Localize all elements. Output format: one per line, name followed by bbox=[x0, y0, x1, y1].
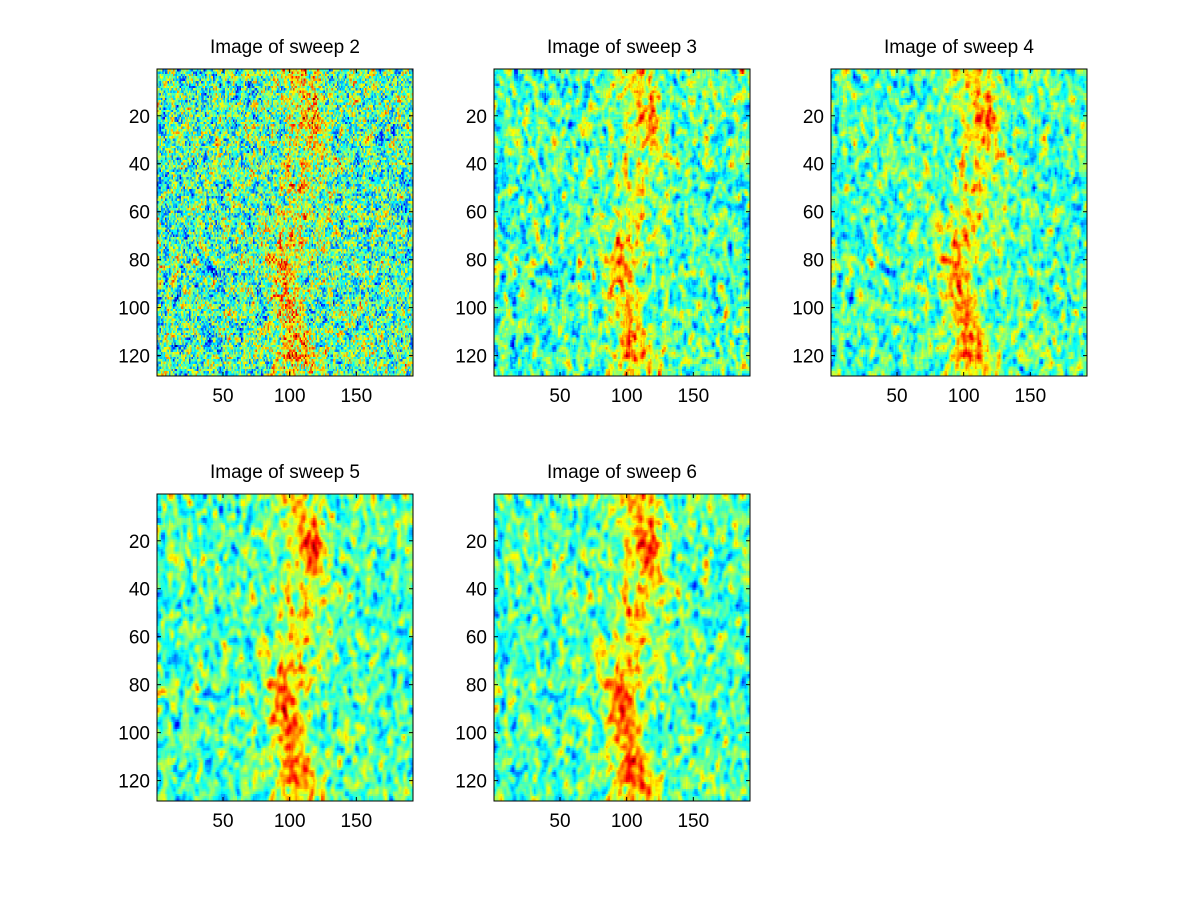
y-tick-label: 40 bbox=[466, 155, 487, 176]
y-tick-label: 60 bbox=[466, 628, 487, 649]
axes-frame bbox=[156, 68, 414, 377]
subplot-5: 50 100 150 20 40 60 80 100 120 Image of sweep 6 bbox=[455, 462, 751, 832]
x-tick-label: 150 bbox=[677, 386, 709, 407]
heatmap-image bbox=[831, 69, 1087, 376]
y-tick-label: 40 bbox=[466, 580, 487, 601]
x-tick-label: 50 bbox=[549, 386, 570, 407]
heatmap-image bbox=[494, 69, 750, 376]
y-tick-label: 60 bbox=[466, 203, 487, 224]
y-tick-label: 80 bbox=[466, 251, 487, 272]
heatmap-image bbox=[157, 494, 413, 801]
subplot-title: Image of sweep 4 bbox=[884, 37, 1034, 58]
subplot-3: 50 100 150 20 40 60 80 100 120 Image of sweep 4 bbox=[792, 37, 1088, 407]
x-tick-label: 150 bbox=[340, 386, 372, 407]
y-tick-label: 120 bbox=[455, 347, 487, 368]
y-tick-label: 100 bbox=[455, 299, 487, 320]
x-tick-label: 150 bbox=[340, 811, 372, 832]
heatmap-image bbox=[494, 494, 750, 801]
subplot-2: 50 100 150 20 40 60 80 100 120 Image of sweep 3 bbox=[455, 37, 751, 407]
y-tick-label: 80 bbox=[129, 251, 150, 272]
y-tick-label: 60 bbox=[803, 203, 824, 224]
y-tick-label: 60 bbox=[129, 628, 150, 649]
y-tick-label: 120 bbox=[792, 347, 824, 368]
y-tick-label: 80 bbox=[803, 251, 824, 272]
y-tick-label: 40 bbox=[803, 155, 824, 176]
x-tick-label: 100 bbox=[948, 386, 980, 407]
x-tick-label: 50 bbox=[886, 386, 907, 407]
subplot-4: 50 100 150 20 40 60 80 100 120 Image of sweep 5 bbox=[118, 462, 414, 832]
subplot-1: 50 100 150 20 40 60 80 100 120 Image of sweep 2 bbox=[118, 37, 414, 407]
x-tick-label: 50 bbox=[212, 386, 233, 407]
y-tick-label: 100 bbox=[118, 724, 150, 745]
subplot-title: Image of sweep 5 bbox=[210, 462, 360, 483]
axes-frame bbox=[830, 68, 1088, 377]
y-tick-label: 80 bbox=[466, 676, 487, 697]
y-tick-label: 100 bbox=[118, 299, 150, 320]
axes-frame bbox=[493, 68, 751, 377]
y-tick-label: 20 bbox=[129, 532, 150, 553]
axes-frame bbox=[156, 493, 414, 802]
x-tick-label: 150 bbox=[677, 811, 709, 832]
y-tick-label: 120 bbox=[118, 772, 150, 793]
heatmap-image bbox=[157, 69, 413, 376]
y-tick-label: 20 bbox=[466, 532, 487, 553]
x-tick-label: 50 bbox=[212, 811, 233, 832]
x-tick-label: 100 bbox=[274, 386, 306, 407]
y-tick-label: 20 bbox=[129, 107, 150, 128]
x-tick-label: 100 bbox=[611, 811, 643, 832]
y-tick-label: 80 bbox=[129, 676, 150, 697]
y-tick-label: 40 bbox=[129, 155, 150, 176]
x-tick-label: 50 bbox=[549, 811, 570, 832]
y-tick-label: 20 bbox=[803, 107, 824, 128]
x-tick-label: 150 bbox=[1014, 386, 1046, 407]
subplot-title: Image of sweep 6 bbox=[547, 462, 697, 483]
y-tick-label: 60 bbox=[129, 203, 150, 224]
y-tick-label: 40 bbox=[129, 580, 150, 601]
x-tick-label: 100 bbox=[611, 386, 643, 407]
y-tick-label: 120 bbox=[118, 347, 150, 368]
subplot-title: Image of sweep 2 bbox=[210, 37, 360, 58]
y-tick-label: 100 bbox=[455, 724, 487, 745]
y-tick-label: 100 bbox=[792, 299, 824, 320]
subplot-title: Image of sweep 3 bbox=[547, 37, 697, 58]
axes-frame bbox=[493, 493, 751, 802]
y-tick-label: 120 bbox=[455, 772, 487, 793]
x-tick-label: 100 bbox=[274, 811, 306, 832]
y-tick-label: 20 bbox=[466, 107, 487, 128]
